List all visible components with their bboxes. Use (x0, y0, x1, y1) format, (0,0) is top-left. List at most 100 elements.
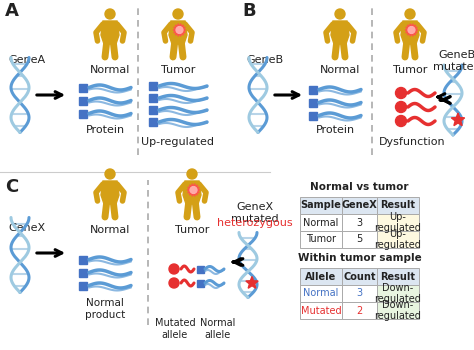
Text: Normal: Normal (90, 225, 130, 235)
Text: 2: 2 (356, 306, 363, 315)
Polygon shape (101, 21, 119, 44)
Text: Up-
regulated: Up- regulated (374, 229, 421, 250)
Text: GeneX
mutated: GeneX mutated (231, 202, 279, 224)
Text: GeneX: GeneX (342, 201, 377, 210)
Text: 3: 3 (356, 288, 363, 299)
Text: Result: Result (381, 272, 416, 281)
Bar (149, 118, 157, 126)
Circle shape (169, 278, 179, 288)
Circle shape (405, 9, 415, 19)
Text: Normal: Normal (320, 65, 360, 75)
Polygon shape (408, 26, 415, 34)
Polygon shape (175, 26, 183, 34)
Polygon shape (187, 184, 200, 196)
Text: Protein: Protein (85, 125, 125, 135)
Bar (79, 256, 87, 264)
Bar (197, 266, 204, 273)
Bar (342, 231, 377, 248)
Circle shape (395, 116, 407, 126)
Text: GeneA: GeneA (8, 55, 45, 65)
Bar (79, 268, 87, 276)
Text: Within tumor sample: Within tumor sample (298, 253, 421, 263)
Circle shape (395, 102, 407, 112)
Text: Allele: Allele (305, 272, 337, 281)
Text: Tumor: Tumor (393, 65, 427, 75)
Circle shape (335, 9, 345, 19)
Text: Normal
product: Normal product (85, 298, 125, 320)
Bar (342, 214, 377, 231)
Text: B: B (242, 2, 255, 20)
Text: Normal: Normal (303, 288, 339, 299)
Circle shape (105, 9, 115, 19)
Polygon shape (331, 21, 349, 44)
Bar (309, 98, 317, 106)
Text: Count: Count (343, 272, 376, 281)
Bar (342, 285, 377, 302)
Bar (149, 106, 157, 114)
Polygon shape (101, 181, 119, 204)
Bar (377, 268, 419, 285)
Circle shape (169, 264, 179, 274)
Bar (300, 268, 342, 285)
Bar (300, 197, 342, 214)
Text: Normal: Normal (90, 65, 130, 75)
Bar (342, 302, 377, 319)
Bar (79, 84, 87, 91)
Bar (79, 110, 87, 118)
Bar (342, 268, 377, 285)
Text: Result: Result (381, 201, 416, 210)
Text: Up-
regulated: Up- regulated (374, 212, 421, 233)
Polygon shape (169, 21, 187, 44)
Text: C: C (5, 178, 18, 196)
Text: Tumor: Tumor (306, 234, 336, 245)
Bar (149, 94, 157, 102)
Text: Down-
regulated: Down- regulated (374, 300, 421, 321)
Polygon shape (405, 24, 418, 36)
Bar (149, 82, 157, 90)
Text: heterozygous: heterozygous (217, 218, 293, 228)
Bar (197, 280, 204, 287)
Text: GeneB
mutated: GeneB mutated (433, 50, 474, 72)
Bar (377, 197, 419, 214)
Bar (79, 281, 87, 289)
Bar (300, 285, 342, 302)
Bar (377, 214, 419, 231)
Bar (309, 112, 317, 119)
Bar (300, 231, 342, 248)
Bar (300, 214, 342, 231)
Polygon shape (173, 24, 186, 36)
Polygon shape (183, 181, 201, 204)
Polygon shape (190, 186, 197, 194)
Text: Dysfunction: Dysfunction (379, 137, 445, 147)
Bar (377, 302, 419, 319)
Bar (79, 97, 87, 105)
Text: A: A (5, 2, 19, 20)
Bar (377, 285, 419, 302)
Bar (309, 85, 317, 93)
Circle shape (105, 169, 115, 179)
Text: Normal vs tumor: Normal vs tumor (310, 182, 409, 192)
Circle shape (173, 9, 183, 19)
Text: Up-regulated: Up-regulated (142, 137, 215, 147)
Text: Mutated
allele: Mutated allele (155, 318, 195, 340)
Text: GeneB: GeneB (246, 55, 283, 65)
Text: Down-
regulated: Down- regulated (374, 283, 421, 304)
Circle shape (187, 169, 197, 179)
Text: Sample: Sample (301, 201, 341, 210)
Text: GeneX: GeneX (8, 223, 45, 233)
Circle shape (395, 88, 407, 98)
Text: Normal: Normal (303, 217, 339, 228)
Text: 5: 5 (356, 234, 363, 245)
Bar (342, 197, 377, 214)
Text: Protein: Protein (315, 125, 355, 135)
Polygon shape (246, 276, 258, 288)
Bar (377, 231, 419, 248)
Polygon shape (451, 113, 465, 126)
Text: Tumor: Tumor (175, 225, 209, 235)
Text: Tumor: Tumor (161, 65, 195, 75)
Text: Mutated: Mutated (301, 306, 341, 315)
Bar (300, 302, 342, 319)
Text: Normal
allele: Normal allele (201, 318, 236, 340)
Polygon shape (401, 21, 419, 44)
Text: 3: 3 (356, 217, 363, 228)
